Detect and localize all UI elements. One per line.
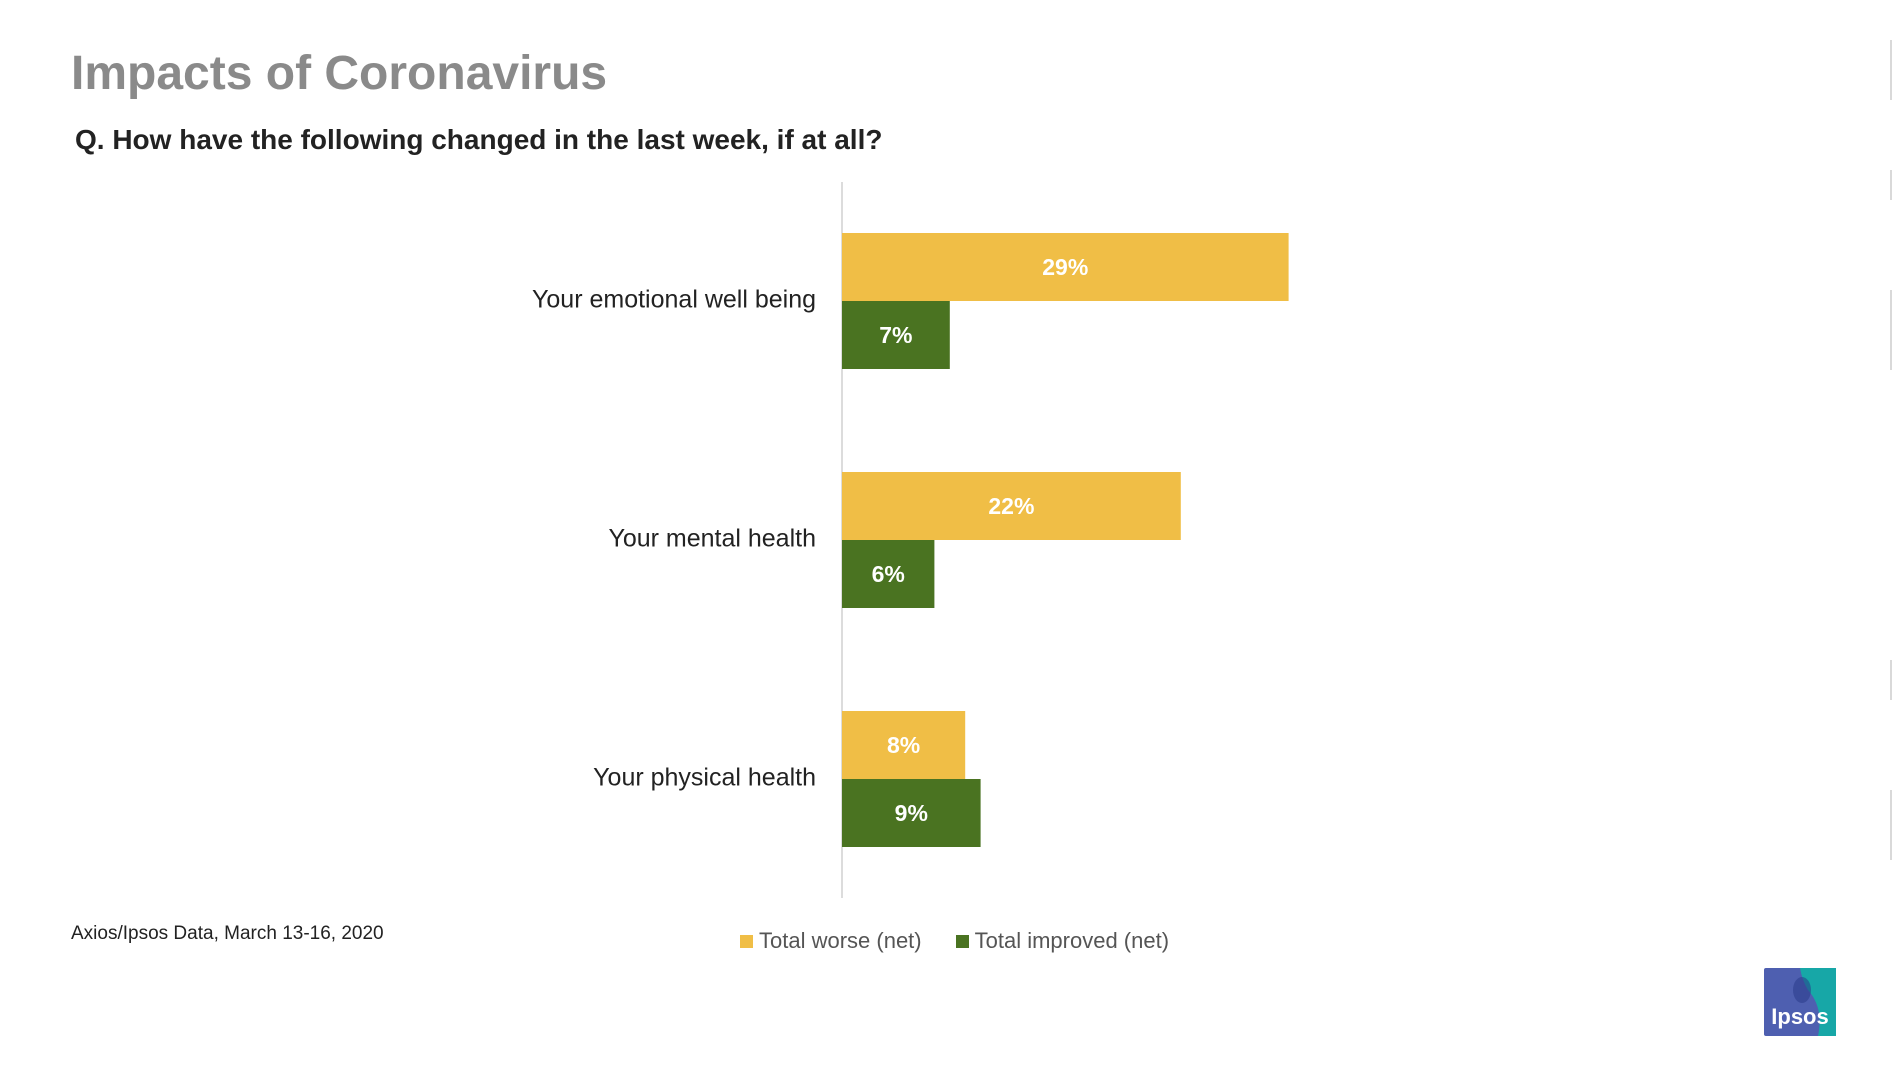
edge-mark <box>1890 790 1892 860</box>
source-note: Axios/Ipsos Data, March 13-16, 2020 <box>71 923 384 944</box>
bar-improved <box>842 301 950 369</box>
category-label: Your mental health <box>608 525 816 553</box>
bar-improved <box>842 540 935 608</box>
bar-chart: Your emotional well being 29% 7% Your menta… <box>532 182 1289 898</box>
bar-worse <box>842 472 1181 540</box>
chart-legend: Total worse (net) Total improved (net) <box>740 928 1169 954</box>
data-label: 9% <box>895 800 928 826</box>
bar-improved <box>842 779 981 847</box>
edge-mark <box>1890 40 1892 100</box>
legend-swatch-improved <box>955 934 969 948</box>
data-label: 22% <box>988 493 1034 519</box>
category-label: Your emotional well being <box>532 286 816 314</box>
edge-mark <box>1890 170 1892 200</box>
ipsos-logo: Ipsos <box>1764 968 1836 1036</box>
chart-subtitle: Q. How have the following changed in the… <box>75 124 883 155</box>
category-label: Your physical health <box>593 764 816 792</box>
legend-item-worse: Total worse (net) <box>740 928 922 954</box>
logo-text: Ipsos <box>1771 1004 1828 1029</box>
legend-swatch-worse <box>740 934 753 948</box>
data-label: 8% <box>887 732 920 758</box>
legend-label-improved: Total improved (net) <box>974 928 1170 953</box>
data-label: 6% <box>872 561 905 587</box>
bar-worse <box>842 711 966 779</box>
edge-mark <box>1890 660 1892 700</box>
bar-worse <box>842 233 1289 301</box>
legend-label-worse: Total worse (net) <box>759 928 922 953</box>
data-label: 7% <box>879 322 912 348</box>
data-label: 29% <box>1042 254 1088 280</box>
chart-title: Impacts of Coronavirus <box>71 47 608 100</box>
edge-mark <box>1890 290 1892 370</box>
legend-item-improved: Total improved (net) <box>955 928 1170 954</box>
